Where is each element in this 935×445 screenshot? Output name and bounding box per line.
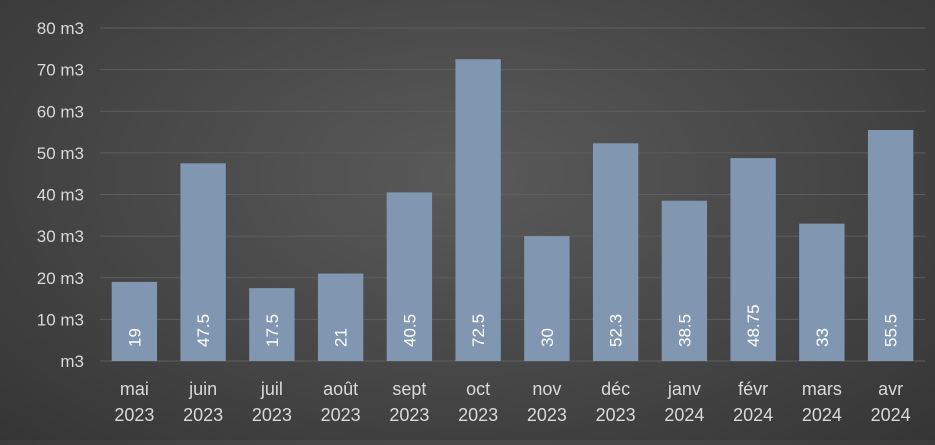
bar bbox=[111, 281, 158, 361]
y-tick-label: 30 m3 bbox=[37, 227, 84, 246]
y-tick-label: 40 m3 bbox=[37, 186, 84, 205]
x-tick-label-month: sept bbox=[392, 379, 426, 399]
x-tick-label-month: oct bbox=[466, 379, 490, 399]
data-label: 40.5 bbox=[400, 314, 419, 347]
x-tick-label-year: 2023 bbox=[183, 405, 223, 425]
x-tick-label-year: 2023 bbox=[321, 405, 361, 425]
data-label: 38.5 bbox=[675, 314, 694, 347]
data-label: 52.3 bbox=[607, 314, 626, 347]
bar bbox=[180, 163, 226, 361]
x-tick-label-month: févr bbox=[738, 379, 768, 399]
x-tick-label-month: mars bbox=[802, 379, 842, 399]
bar bbox=[249, 288, 295, 361]
data-label: 21 bbox=[332, 328, 351, 347]
x-tick-label-year: 2023 bbox=[114, 405, 154, 425]
x-tick-label-year: 2023 bbox=[458, 405, 498, 425]
x-tick-label-month: mai bbox=[120, 379, 149, 399]
x-tick-label-month: nov bbox=[532, 379, 561, 399]
bar bbox=[386, 192, 433, 361]
y-axis: m3 10 m3 20 m3 30 m3 40 m3 50 m3 60 m3 70 m3 80 … bbox=[37, 19, 84, 371]
bar bbox=[661, 200, 708, 361]
bar bbox=[799, 223, 845, 361]
bar bbox=[524, 236, 570, 361]
data-label: 33 bbox=[813, 328, 832, 347]
bar bbox=[867, 129, 914, 361]
y-tick-label: 60 m3 bbox=[37, 102, 84, 121]
x-tick-label-month: janv bbox=[667, 379, 701, 399]
bar bbox=[317, 273, 364, 361]
data-label: 17.5 bbox=[263, 314, 282, 347]
x-tick-label-month: déc bbox=[601, 379, 630, 399]
x-tick-label-month: juin bbox=[188, 379, 217, 399]
data-label: 48.75 bbox=[744, 304, 763, 347]
x-tick-label-year: 2024 bbox=[664, 405, 704, 425]
x-tick-label-year: 2024 bbox=[733, 405, 773, 425]
x-axis: mai 2023 juin 2023 juil 2023 août 2023 sept 2023 o… bbox=[114, 379, 910, 425]
y-tick-label: m3 bbox=[60, 352, 84, 371]
data-label: 72.5 bbox=[469, 314, 488, 347]
y-tick-label: 80 m3 bbox=[37, 19, 84, 38]
x-tick-label-month: août bbox=[323, 379, 358, 399]
x-tick-label-year: 2023 bbox=[252, 405, 292, 425]
data-label: 30 bbox=[538, 328, 557, 347]
x-tick-label-month: juil bbox=[260, 379, 283, 399]
y-tick-label: 50 m3 bbox=[37, 144, 84, 163]
x-tick-label-year: 2023 bbox=[527, 405, 567, 425]
x-tick-label-month: avr bbox=[878, 379, 903, 399]
data-label: 19 bbox=[125, 328, 144, 347]
x-tick-label-year: 2023 bbox=[389, 405, 429, 425]
bar bbox=[455, 59, 501, 361]
x-tick-label-year: 2023 bbox=[596, 405, 636, 425]
y-tick-label: 70 m3 bbox=[37, 61, 84, 80]
bars: 19 47.5 17.5 21 40.5 72.5 30 52.3 38.5 48.75 33 55.… bbox=[111, 59, 914, 361]
x-tick-label-year: 2024 bbox=[871, 405, 911, 425]
data-label: 55.5 bbox=[882, 314, 901, 347]
gridlines bbox=[100, 27, 925, 362]
data-label: 47.5 bbox=[194, 314, 213, 347]
bar bbox=[592, 143, 639, 361]
x-tick-label-year: 2024 bbox=[802, 405, 842, 425]
bar bbox=[730, 158, 776, 361]
y-tick-label: 10 m3 bbox=[37, 310, 84, 329]
y-tick-label: 20 m3 bbox=[37, 269, 84, 288]
